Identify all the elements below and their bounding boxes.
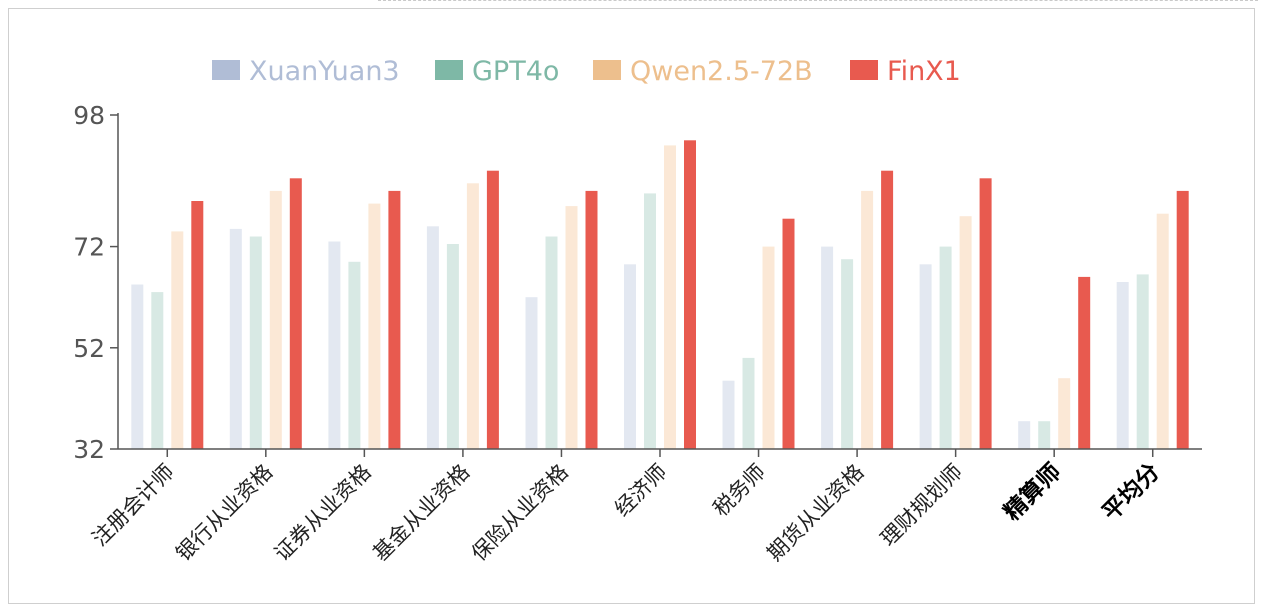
legend-label-0: XuanYuan3 — [249, 56, 400, 87]
bar-xuanyuan3-2 — [328, 241, 341, 449]
bar-finx1-2 — [388, 190, 401, 449]
bar-qwen2-5-72b-2 — [368, 203, 381, 449]
bar-gpt4o-7 — [841, 259, 854, 449]
bar-qwen2-5-72b-7 — [861, 190, 874, 449]
bar-gpt4o-0 — [151, 292, 164, 449]
legend: XuanYuan3 GPT4o Qwen2.5-72B FinX1 — [212, 56, 961, 87]
bar-xuanyuan3-8 — [919, 264, 932, 449]
bar-xuanyuan3-6 — [722, 380, 735, 449]
bar-finx1-7 — [881, 170, 894, 449]
x-category-label-5: 经济师 — [610, 460, 672, 522]
legend-swatch-2 — [593, 60, 621, 80]
x-category-label-9: 精算师 — [999, 458, 1067, 526]
bar-xuanyuan3-0 — [131, 284, 144, 449]
bars — [131, 140, 1189, 450]
bar-qwen2-5-72b-8 — [959, 216, 972, 449]
x-category-label-2: 证券从业资格 — [270, 460, 376, 566]
axes: 32 52 72 98 — [73, 101, 1202, 464]
bar-gpt4o-4 — [545, 236, 558, 449]
bar-qwen2-5-72b-10 — [1156, 213, 1169, 449]
bar-finx1-0 — [191, 201, 204, 449]
bar-finx1-6 — [782, 218, 795, 449]
y-tick-label-98: 98 — [73, 101, 105, 130]
bar-xuanyuan3-9 — [1018, 421, 1031, 449]
legend-swatch-3 — [850, 60, 878, 80]
y-tick-label-32: 32 — [73, 435, 105, 464]
bar-finx1-8 — [979, 178, 992, 450]
legend-label-1: GPT4o — [472, 56, 559, 87]
bar-finx1-9 — [1078, 276, 1091, 449]
bar-gpt4o-6 — [742, 357, 755, 449]
bar-gpt4o-10 — [1136, 274, 1149, 449]
bar-qwen2-5-72b-6 — [762, 246, 775, 449]
legend-swatch-1 — [435, 60, 463, 80]
x-category-label-7: 期货从业资格 — [763, 460, 869, 566]
bar-gpt4o-8 — [939, 246, 952, 449]
bar-finx1-5 — [684, 140, 696, 450]
bar-xuanyuan3-1 — [229, 228, 242, 449]
x-category-label-8: 理财规划师 — [876, 460, 967, 551]
bar-qwen2-5-72b-3 — [466, 183, 479, 450]
x-category-label-6: 税务师 — [709, 460, 771, 522]
bar-qwen2-5-72b-9 — [1058, 378, 1071, 449]
bar-xuanyuan3-5 — [624, 264, 636, 449]
bar-xuanyuan3-7 — [821, 246, 834, 449]
bar-xuanyuan3-10 — [1116, 282, 1129, 449]
bar-qwen2-5-72b-1 — [269, 190, 282, 449]
x-category-label-4: 保险从业资格 — [467, 460, 573, 566]
legend-swatch-0 — [212, 60, 240, 80]
bar-finx1-10 — [1176, 190, 1189, 449]
bar-finx1-1 — [289, 178, 302, 450]
bar-finx1-4 — [585, 190, 598, 449]
bar-gpt4o-5 — [644, 193, 656, 449]
bar-qwen2-5-72b-5 — [664, 145, 676, 449]
x-category-label-1: 银行从业资格 — [171, 460, 277, 566]
bar-qwen2-5-72b-0 — [171, 231, 184, 449]
bar-xuanyuan3-3 — [426, 226, 439, 449]
y-tick-label-52: 52 — [73, 334, 105, 363]
x-category-label-10: 平均分 — [1097, 458, 1165, 526]
selection-dash-line — [378, 0, 1258, 3]
bar-qwen2-5-72b-4 — [565, 206, 578, 449]
bar-gpt4o-9 — [1038, 421, 1051, 449]
x-category-label-0: 注册会计师 — [88, 460, 179, 551]
x-category-label-3: 基金从业资格 — [368, 460, 474, 566]
y-tick-label-72: 72 — [73, 233, 105, 262]
bar-finx1-3 — [486, 170, 499, 449]
bar-xuanyuan3-4 — [525, 297, 538, 449]
bar-gpt4o-3 — [446, 244, 459, 449]
bar-gpt4o-2 — [348, 261, 361, 449]
legend-label-2: Qwen2.5-72B — [630, 56, 813, 87]
bar-gpt4o-1 — [249, 236, 262, 449]
legend-label-3: FinX1 — [887, 56, 961, 87]
